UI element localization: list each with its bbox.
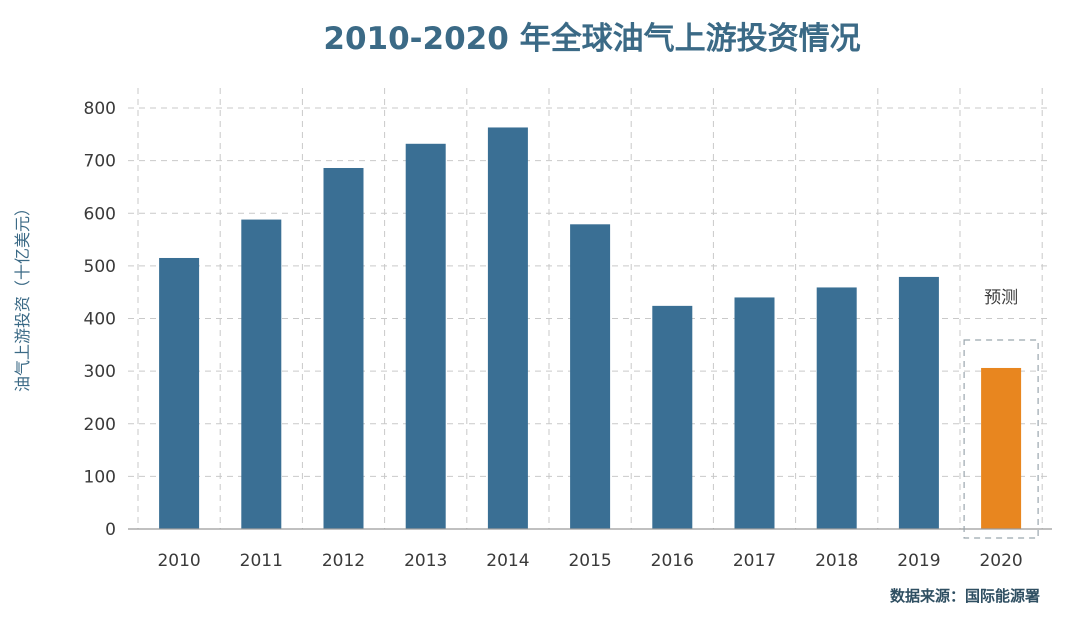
bar-2015 [570,224,611,529]
bar-2016 [652,305,693,529]
bar-2014 [487,127,528,529]
y-tick-label: 300 [84,362,116,382]
y-tick-label: 0 [105,520,116,540]
x-tick-label: 2014 [486,551,529,571]
y-axis-label: 油气上游投资（十亿美元） [13,200,32,392]
bar-2018 [816,287,857,529]
y-tick-label: 700 [84,152,116,172]
x-tick-label: 2010 [157,551,200,571]
y-tick-label: 200 [84,415,116,435]
x-tick-label: 2012 [322,551,365,571]
x-tick-label: 2018 [815,551,858,571]
x-tick-label: 2020 [979,551,1022,571]
x-tick-label: 2015 [568,551,611,571]
bar-2012 [323,167,364,529]
x-tick-label: 2019 [897,551,940,571]
x-tick-label: 2011 [240,551,283,571]
bar-2011 [241,219,282,529]
x-tick-label: 2016 [651,551,694,571]
y-tick-label: 600 [84,204,116,224]
source-note: 数据来源：国际能源署 [890,587,1040,605]
bars-layer [159,127,1022,529]
y-tick-label: 400 [84,310,116,330]
y-tick-label: 500 [84,257,116,277]
forecast-annotation: 预测 [984,288,1018,308]
bar-2017 [734,297,775,529]
x-tick-label: 2017 [733,551,776,571]
chart-title: 2010-2020 年全球油气上游投资情况 [323,21,860,57]
bar-2010 [159,257,200,529]
y-tick-label: 100 [84,467,116,487]
forecast-box [963,339,1039,539]
x-tick-label: 2013 [404,551,447,571]
bar-2013 [405,143,446,529]
x-axis-ticks: 2010 2011 2012 2013 2014 2015 2016 2017 2018 2019… [157,551,1022,571]
bar-forecast-2020 [981,367,1022,529]
y-tick-label: 800 [84,99,116,119]
y-axis-ticks: 0 100 200 300 400 500 600 700 800 [84,99,116,540]
bar-2019 [898,276,939,529]
